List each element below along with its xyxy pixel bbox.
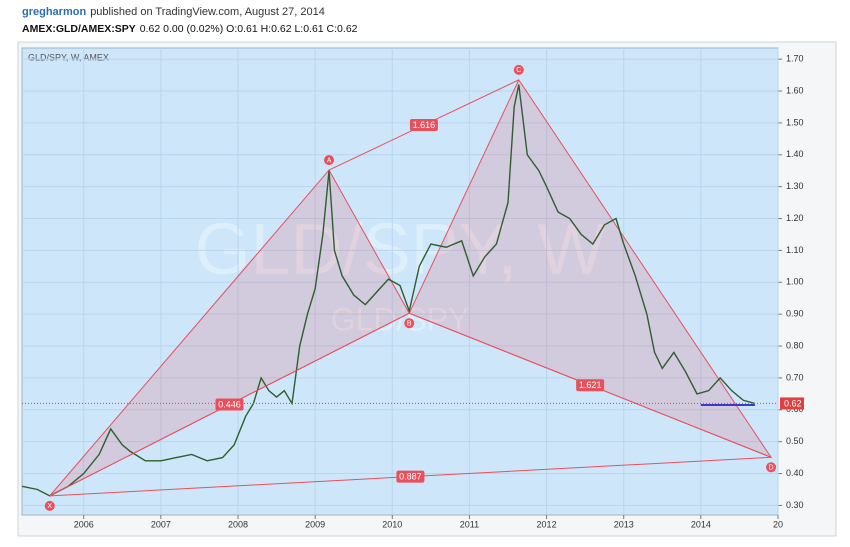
y-tick-label: 0.90 — [786, 309, 804, 319]
price-line — [21, 84, 756, 497]
x-tick-label: 2006 — [74, 519, 94, 529]
y-tick-label: 1.20 — [786, 213, 804, 223]
pattern-point-label: C — [516, 67, 521, 74]
quote-line: AMEX:GLD/AMEX:SPY 0.62 0.00 (0.02%) O:0.6… — [22, 23, 358, 35]
y-tick-label: 1.60 — [786, 85, 804, 95]
ratio-box — [215, 398, 244, 411]
symbol: AMEX:GLD/AMEX:SPY — [22, 23, 136, 35]
pattern-point — [404, 318, 415, 329]
x-tick-label: 2010 — [382, 519, 402, 529]
pattern-point — [513, 64, 524, 75]
x-tick-label: 2007 — [151, 519, 171, 529]
quote: 0.62 0.00 (0.02%) O:0.61 H:0.62 L:0.61 C… — [140, 23, 358, 35]
published: published on TradingView.com, August 27,… — [90, 6, 325, 18]
y-tick-label: 1.10 — [786, 245, 804, 255]
ratio-label: 1.621 — [579, 380, 602, 390]
y-tick-label: 0.40 — [786, 468, 804, 478]
last-price-box — [780, 397, 804, 410]
pattern-point-label: X — [47, 503, 52, 510]
x-tick-label: 2009 — [305, 519, 325, 529]
header: gregharmon published on TradingView.com, … — [22, 6, 325, 18]
ratio-label: 0.446 — [218, 399, 241, 409]
pattern-point-label: D — [769, 465, 774, 472]
pattern-point — [44, 500, 55, 511]
pattern-point — [324, 155, 335, 166]
ratio-box — [396, 470, 425, 483]
x-tick-label: 2013 — [614, 519, 634, 529]
last-price-label: 0.62 — [784, 398, 802, 408]
y-tick-label: 1.40 — [786, 149, 804, 159]
y-tick-label: 0.50 — [786, 436, 804, 446]
ratio-label: 1.616 — [413, 120, 436, 130]
watermark-sub: GLD/SPY — [331, 301, 470, 337]
y-tick-label: 0.30 — [786, 500, 804, 510]
y-tick-label: 0.80 — [786, 340, 804, 350]
x-tick-label: 2008 — [228, 519, 248, 529]
chart-label: GLD/SPY, W, AMEX — [28, 52, 109, 62]
ratio-label: 0.887 — [399, 471, 422, 481]
x-tick-label: 2012 — [537, 519, 557, 529]
pattern-point-label: B — [407, 321, 412, 328]
x-tick-label: 2011 — [460, 519, 479, 529]
ratio-box — [576, 379, 605, 392]
ratio-box — [409, 118, 438, 131]
y-tick-label: 1.00 — [786, 277, 804, 287]
author: gregharmon — [22, 6, 86, 18]
x-tick-label: 20 — [773, 519, 783, 529]
x-tick-label: 2014 — [691, 519, 711, 529]
y-tick-label: 1.30 — [786, 181, 804, 191]
pattern-point-label: A — [327, 157, 332, 164]
plot-area — [21, 47, 779, 516]
y-tick-label: 0.70 — [786, 372, 804, 382]
y-tick-label: 1.50 — [786, 117, 804, 127]
layer: 0.300.400.500.600.700.800.901.001.101.20… — [21, 48, 804, 529]
pattern-point — [766, 462, 777, 473]
y-tick-label: 1.70 — [786, 54, 804, 64]
